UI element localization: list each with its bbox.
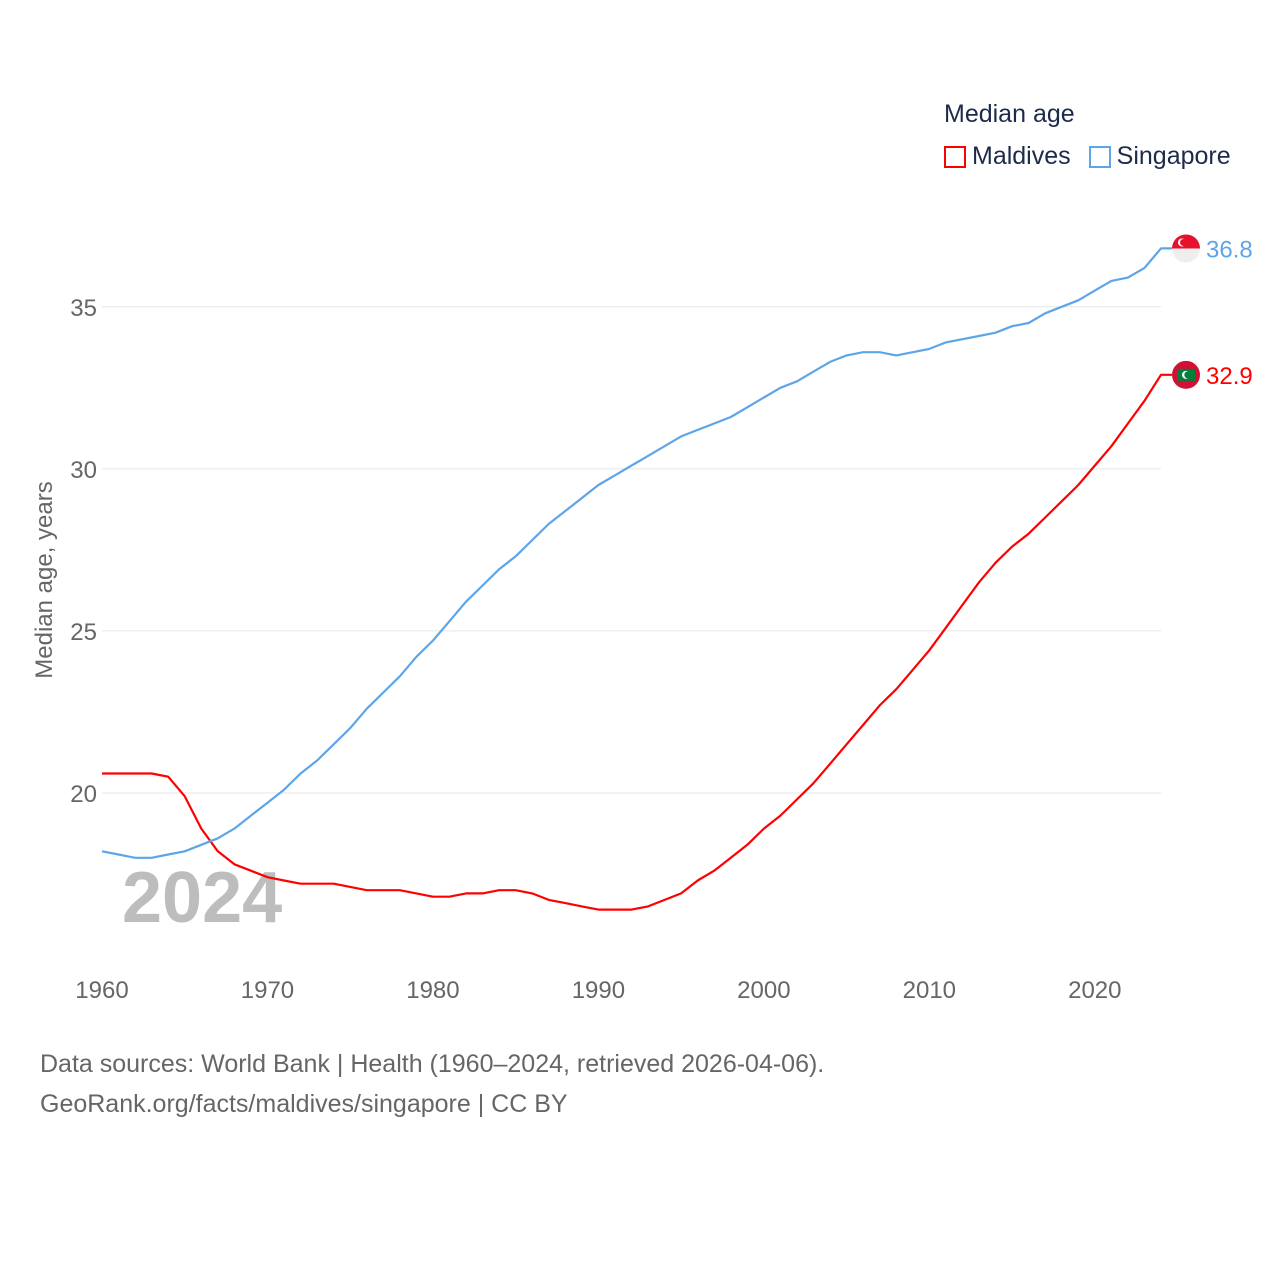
y-tick-label: 35 (70, 295, 97, 322)
end-value-label-singapore: 36.8 (1206, 236, 1253, 263)
legend-item-maldives[interactable]: Maldives (944, 142, 1071, 171)
legend: Maldives Singapore (944, 142, 1231, 171)
x-tick-label: 1960 (75, 977, 128, 1004)
y-tick-label: 25 (70, 619, 97, 646)
x-tick-label: 2010 (903, 977, 956, 1004)
series-line-maldives (102, 373, 1172, 911)
series-line-singapore (101, 247, 1172, 859)
source-line-1: Data sources: World Bank | Health (1960–… (40, 1050, 825, 1078)
legend-title: Median age (944, 100, 1075, 128)
x-tick-label: 2000 (737, 977, 790, 1004)
legend-swatch-maldives (944, 145, 966, 168)
legend-swatch-singapore (1088, 145, 1111, 168)
source-link[interactable]: GeoRank.org/facts/maldives/singapore | C… (40, 1090, 568, 1118)
x-tick-label: 1970 (241, 977, 294, 1004)
year-watermark: 2024 (122, 858, 282, 938)
y-tick-label: 20 (70, 781, 97, 808)
legend-label-maldives: Maldives (972, 142, 1071, 170)
x-tick-label: 1990 (572, 977, 625, 1004)
legend-label-singapore: Singapore (1116, 142, 1231, 170)
maldives-flag-crescent-cut (1184, 371, 1192, 379)
x-tick-label: 1980 (406, 977, 459, 1004)
source-note: Data sources: World Bank | Health (1960–… (40, 1044, 824, 1124)
y-tick-label: 30 (70, 457, 97, 484)
legend-item-singapore[interactable]: Singapore (1088, 142, 1231, 171)
x-tick-label: 2020 (1068, 977, 1121, 1004)
singapore-flag-crescent-cut (1180, 238, 1187, 246)
end-value-label-maldives: 32.9 (1206, 363, 1253, 390)
y-axis-label: Median age, years (31, 481, 58, 678)
